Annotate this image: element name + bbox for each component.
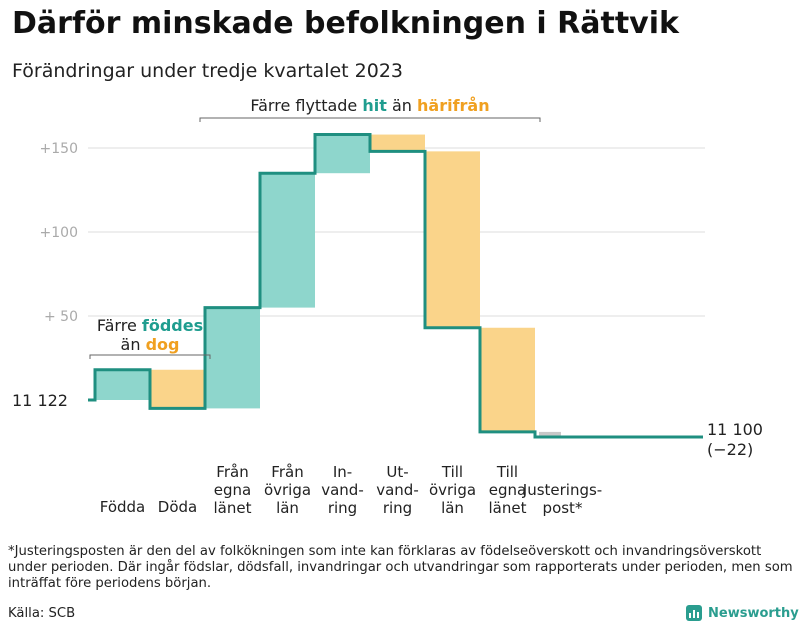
bar — [205, 307, 260, 409]
x-category-label: Till egna länet — [489, 463, 527, 517]
newsworthy-logo: Newsworthy — [686, 603, 799, 623]
bar — [425, 151, 480, 328]
x-category-label: Ut-vand-ring — [376, 463, 419, 517]
annotation-bracket — [199, 117, 541, 122]
y-tick-label: + 50 — [44, 309, 78, 325]
x-category-label: In-vand-ring — [321, 463, 364, 517]
source-note: Källa: SCB — [8, 606, 76, 621]
footnote: *Justeringsposten är den del av folkökni… — [8, 544, 793, 591]
newsworthy-logo-icon — [686, 605, 702, 621]
chart-title: Därför minskade befolkningen i Rättvik — [12, 6, 679, 41]
chart-subtitle: Förändringar under tredje kvartalet 2023 — [12, 60, 404, 82]
y-tick-label: +150 — [40, 141, 78, 157]
annotation-births-deaths-line2: än dog — [121, 335, 180, 354]
bar — [370, 134, 425, 152]
bar — [260, 173, 315, 308]
step-line — [88, 133, 703, 439]
bar — [315, 134, 370, 174]
x-category-label: Döda — [158, 498, 197, 516]
x-category-label: Från övriga län — [264, 463, 311, 517]
x-category-label: Justerings-post* — [522, 481, 602, 517]
waterfall-chart: +150 +100 + 50 Födda Döda Från egna länet Från öv… — [12, 96, 763, 517]
annotation-migration: Färre flyttade hit än härifrån — [250, 96, 489, 115]
x-category-label: Från egna länet — [214, 463, 252, 517]
bar — [480, 327, 535, 432]
bar — [95, 369, 150, 400]
end-change-label: (−22) — [707, 440, 753, 459]
logo-text: Newsworthy — [708, 605, 799, 621]
annotation-births-deaths: Färre föddes — [97, 316, 203, 335]
end-value-label: 11 100 — [707, 420, 763, 439]
bar — [150, 369, 205, 409]
x-category-label: Till övriga län — [429, 463, 476, 517]
bar — [539, 431, 561, 437]
annotation-bracket — [89, 354, 211, 359]
x-category-label: Födda — [100, 498, 146, 516]
start-value-label: 11 122 — [12, 391, 68, 410]
y-tick-label: +100 — [40, 225, 78, 241]
